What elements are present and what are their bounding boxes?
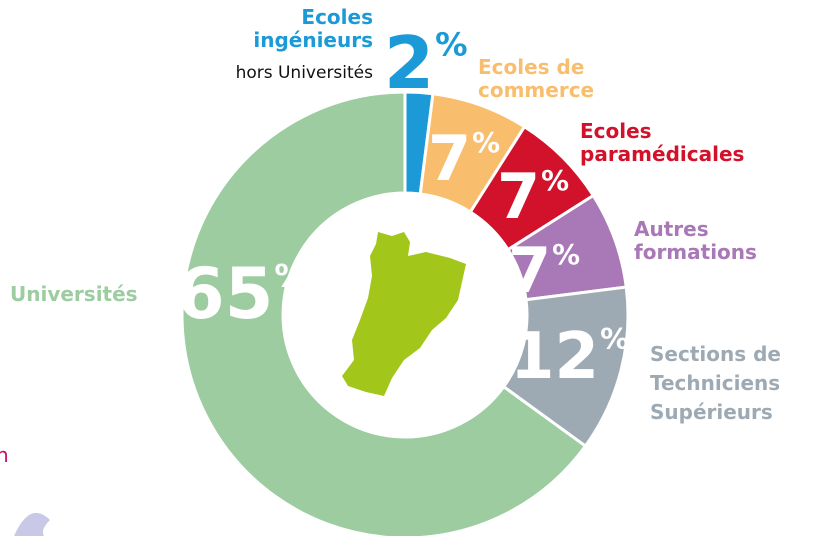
value-unit: % (541, 164, 569, 197)
value-label: 7 (497, 160, 540, 233)
category-label: Sections de Techniciens Supérieurs (650, 342, 781, 424)
value-label: 2 (384, 21, 434, 105)
slice (180, 90, 588, 536)
value-unit: % (552, 238, 580, 271)
value-label: 65 (176, 253, 273, 335)
value-label: 12 (510, 320, 599, 394)
value-label: 7 (508, 234, 551, 307)
logo-fragment (14, 512, 50, 536)
category-label: Ecoles paramédicales (580, 119, 745, 166)
category-label: Autres formations (634, 217, 757, 264)
category-label: Ecoles ingénieurs (253, 5, 373, 52)
annotation: hors Universités (235, 63, 373, 83)
category-label: Universités (10, 282, 138, 306)
region-map (342, 232, 466, 396)
cropped-text: n (0, 443, 9, 467)
category-label: Ecoles de commerce (478, 55, 595, 102)
value-unit: % (435, 26, 467, 64)
value-unit: % (600, 322, 629, 356)
value-unit: % (472, 126, 500, 159)
value-unit: % (274, 259, 306, 295)
slices (180, 90, 630, 536)
value-label: 7 (428, 122, 471, 195)
